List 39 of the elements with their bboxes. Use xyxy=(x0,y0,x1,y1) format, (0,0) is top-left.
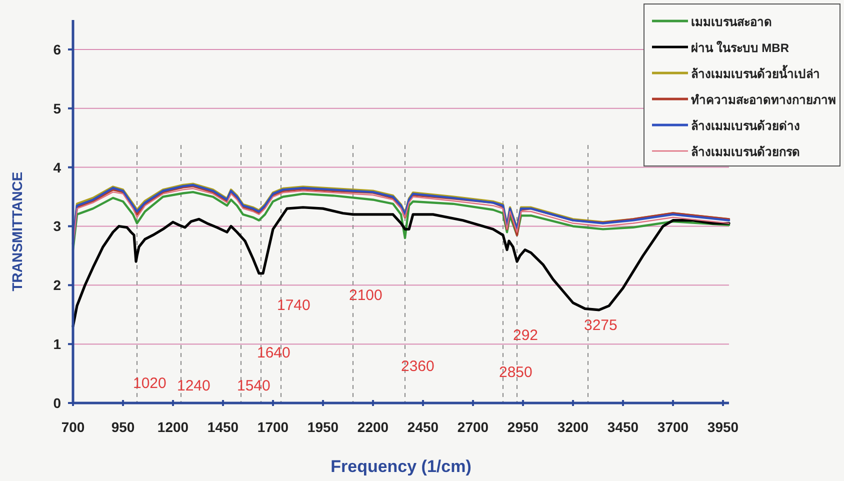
annotation: 292 xyxy=(513,327,538,344)
x-axis-title: Frequency (1/cm) xyxy=(330,457,472,476)
x-tick-label: 2200 xyxy=(357,419,389,435)
annotation: 1020 xyxy=(133,374,166,392)
legend-label: ผ่าน ในระบบ MBR xyxy=(691,40,790,55)
y-tick-label: 0 xyxy=(53,395,62,411)
x-tick-label: 1200 xyxy=(157,419,189,435)
legend-label: ล้างเมมเบรนด้วยน้ำเปล่า xyxy=(691,64,820,81)
annotation: 1540 xyxy=(237,377,270,394)
y-tick-label: 4 xyxy=(53,159,62,176)
y-tick-label: 2 xyxy=(53,277,62,294)
legend-label: ทำความสะอาดทางกายภาพ xyxy=(691,93,836,107)
x-tick-label: 2450 xyxy=(407,419,439,435)
x-tick-label: 1950 xyxy=(307,419,339,435)
x-tick-label: 3700 xyxy=(657,419,689,435)
legend-label: เมมเบรนสะอาด xyxy=(691,15,772,29)
x-tick-label: 3450 xyxy=(607,419,639,435)
annotation: 2850 xyxy=(499,364,532,381)
annotation: 1740 xyxy=(277,297,310,314)
annotation: 1640 xyxy=(257,344,290,362)
x-tick-label: 2700 xyxy=(457,419,489,435)
x-tick-label: 3950 xyxy=(707,419,739,435)
y-tick-label: 5 xyxy=(53,100,62,116)
annotation: 1240 xyxy=(177,377,210,394)
y-tick-label: 3 xyxy=(53,218,62,234)
legend-label: ล้างเมมเบรนด้วยด่าง xyxy=(691,119,800,133)
y-tick-label: 1 xyxy=(53,336,62,352)
x-tick-label: 2950 xyxy=(507,419,539,435)
x-tick-label: 3200 xyxy=(557,419,589,435)
annotation: 2100 xyxy=(349,287,382,304)
x-tick-label: 1450 xyxy=(207,419,239,435)
legend-label: ล้างเมมเบรนด้วยกรด xyxy=(691,145,800,159)
x-tick-label: 700 xyxy=(61,419,85,435)
annotation: 3275 xyxy=(584,317,618,334)
x-tick-label: 950 xyxy=(111,419,135,435)
y-tick-label: 6 xyxy=(53,41,62,58)
x-tick-label: 1700 xyxy=(257,419,289,435)
annotation: 2360 xyxy=(401,358,434,375)
y-axis-title: TRANSMITTANCE xyxy=(9,172,25,292)
